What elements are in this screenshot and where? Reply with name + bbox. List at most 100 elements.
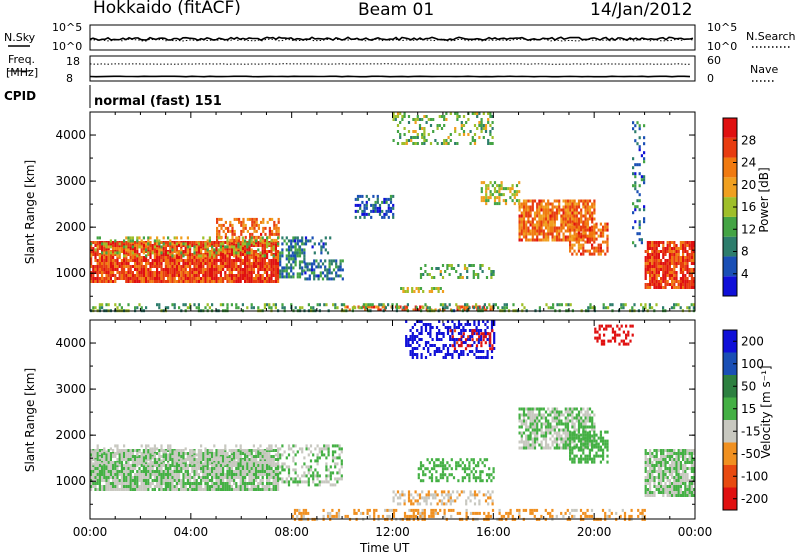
heatmap-cell <box>655 241 658 244</box>
heatmap-cell <box>138 274 141 277</box>
heatmap-cell <box>633 303 636 307</box>
heatmap-cell <box>564 211 567 215</box>
heatmap-cell <box>383 215 386 219</box>
heatmap-cell <box>257 455 260 458</box>
heatmap-cell <box>363 203 366 207</box>
heatmap-cell <box>200 256 203 259</box>
heatmap-cell <box>131 470 134 473</box>
heatmap-cell <box>547 306 550 310</box>
heatmap-cell <box>244 455 247 458</box>
heatmap-cell <box>593 306 596 310</box>
heatmap-cell <box>693 271 696 274</box>
heatmap-cell <box>171 470 174 473</box>
heatmap-cell <box>584 205 587 209</box>
heatmap-cell <box>675 303 678 307</box>
heatmap-cell <box>588 252 591 256</box>
heatmap-cell <box>208 259 211 262</box>
heatmap-cell <box>208 256 211 259</box>
heatmap-cell <box>443 142 446 145</box>
heatmap-cell <box>430 276 434 279</box>
heatmap-cell <box>171 274 174 277</box>
heatmap-cell <box>167 482 170 485</box>
heatmap-cell <box>252 461 255 464</box>
heatmap-cell <box>270 271 273 274</box>
heatmap-cell <box>109 251 112 255</box>
heatmap-cell <box>476 127 479 130</box>
heatmap-cell <box>246 268 249 271</box>
heatmap-cell <box>429 142 433 145</box>
heatmap-cell <box>274 458 277 461</box>
heatmap-cell <box>118 253 121 256</box>
heatmap-cell <box>531 229 534 233</box>
heatmap-cell <box>414 118 417 121</box>
heatmap-cell <box>505 303 508 307</box>
heatmap-cell <box>112 280 115 283</box>
heatmap-cell <box>226 459 229 463</box>
heatmap-cell <box>186 241 189 244</box>
heatmap-cell <box>147 244 150 247</box>
heatmap-cell <box>513 196 516 200</box>
heatmap-cell <box>200 250 203 253</box>
heatmap-cell <box>489 190 492 194</box>
heatmap-cell <box>540 220 543 224</box>
heatmap-cell <box>204 456 207 460</box>
heatmap-cell <box>655 247 658 250</box>
heatmap-cell <box>140 239 143 243</box>
heatmap-cell <box>171 303 174 307</box>
heatmap-cell <box>666 271 669 274</box>
heatmap-cell <box>158 306 161 310</box>
heatmap-cell <box>178 470 181 473</box>
heatmap-cell <box>107 250 110 253</box>
heatmap-cell <box>589 306 592 310</box>
heatmap-cell <box>136 268 139 271</box>
heatmap-cell <box>224 447 227 451</box>
heatmap-cell <box>268 464 271 467</box>
heatmap-cell <box>252 262 255 265</box>
heatmap-cell <box>131 259 134 262</box>
heatmap-cell <box>105 265 108 268</box>
heatmap-cell <box>178 256 181 259</box>
heatmap-cell <box>301 272 304 276</box>
heatmap-cell <box>213 467 216 470</box>
heatmap-cell <box>666 244 669 247</box>
heatmap-cell <box>202 467 205 470</box>
heatmap-cell <box>593 240 596 244</box>
heatmap-cell <box>542 199 545 203</box>
heatmap-cell <box>464 341 467 344</box>
heatmap-cell <box>138 262 141 265</box>
heatmap-cell <box>622 303 625 307</box>
heatmap-cell <box>213 444 216 448</box>
heatmap-cell <box>252 459 255 463</box>
heatmap-cell <box>189 262 192 265</box>
heatmap-cell <box>480 199 483 203</box>
heatmap-cell <box>191 456 194 460</box>
heatmap-cell <box>246 229 249 233</box>
heatmap-cell <box>484 127 488 130</box>
heatmap-cell <box>335 265 338 269</box>
heatmap-cell <box>438 308 442 312</box>
heatmap-cell <box>498 187 501 191</box>
heatmap-cell <box>98 241 101 244</box>
heatmap-cell <box>158 271 161 274</box>
heatmap-cell <box>131 482 134 485</box>
heatmap-cell <box>255 253 258 256</box>
heatmap-cell <box>327 444 330 448</box>
heatmap-cell <box>171 277 174 280</box>
heatmap-cell <box>193 262 196 265</box>
heatmap-cell <box>103 473 106 476</box>
heatmap-cell <box>266 449 269 452</box>
heatmap-cell <box>525 202 528 206</box>
heatmap-cell <box>244 262 247 265</box>
heatmap-cell <box>272 254 275 258</box>
heatmap-cell <box>244 265 247 268</box>
heatmap-cell <box>261 470 264 473</box>
heatmap-cell <box>147 251 150 255</box>
heatmap-cell <box>604 222 607 226</box>
heatmap-cell <box>272 455 275 458</box>
heatmap-cell <box>522 199 526 203</box>
heatmap-cell <box>553 220 556 224</box>
heatmap-cell <box>472 276 475 279</box>
heatmap-cell <box>274 303 277 307</box>
heatmap-cell <box>180 259 183 262</box>
heatmap-cell <box>285 242 288 246</box>
